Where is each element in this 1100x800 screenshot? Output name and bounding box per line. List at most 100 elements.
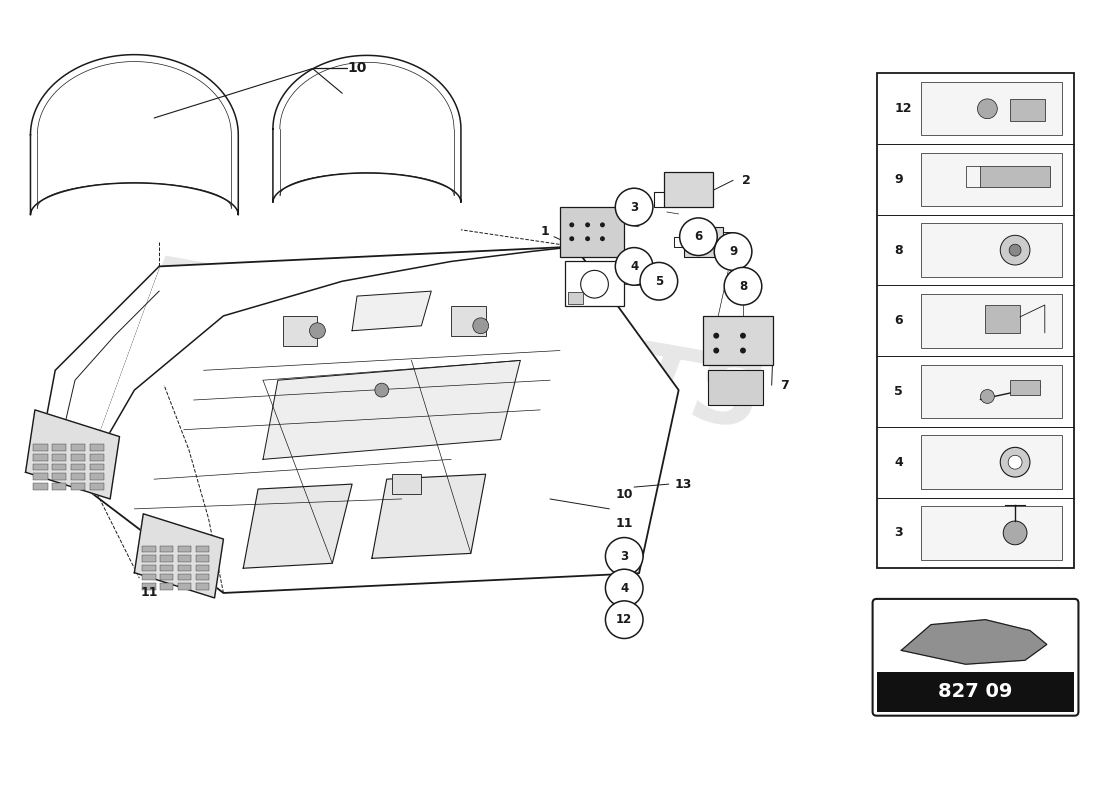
Text: 6: 6 [894, 314, 903, 327]
FancyBboxPatch shape [663, 172, 713, 207]
FancyBboxPatch shape [1010, 99, 1045, 121]
FancyBboxPatch shape [877, 672, 1075, 712]
Polygon shape [31, 54, 239, 215]
FancyBboxPatch shape [392, 474, 421, 494]
FancyBboxPatch shape [1010, 380, 1040, 395]
Text: 12: 12 [616, 613, 632, 626]
FancyBboxPatch shape [451, 306, 486, 336]
Polygon shape [901, 620, 1047, 664]
FancyBboxPatch shape [178, 555, 191, 562]
Text: 5: 5 [894, 385, 903, 398]
FancyBboxPatch shape [178, 583, 191, 590]
Text: 5: 5 [654, 274, 663, 288]
FancyBboxPatch shape [52, 444, 66, 451]
FancyBboxPatch shape [90, 444, 103, 451]
Text: 7: 7 [780, 378, 789, 392]
FancyBboxPatch shape [178, 565, 191, 571]
FancyBboxPatch shape [142, 574, 156, 580]
Text: 11: 11 [141, 586, 158, 599]
FancyBboxPatch shape [703, 316, 772, 366]
FancyBboxPatch shape [872, 599, 1078, 716]
FancyBboxPatch shape [161, 546, 174, 553]
Text: 4: 4 [620, 582, 628, 594]
FancyBboxPatch shape [142, 583, 156, 590]
FancyBboxPatch shape [921, 506, 1062, 560]
FancyBboxPatch shape [72, 444, 85, 451]
Text: 6: 6 [694, 230, 703, 243]
FancyBboxPatch shape [52, 483, 66, 490]
FancyBboxPatch shape [980, 166, 1049, 187]
Polygon shape [263, 361, 520, 459]
Polygon shape [134, 514, 223, 598]
Circle shape [740, 333, 746, 338]
Circle shape [473, 318, 488, 334]
FancyBboxPatch shape [72, 454, 85, 461]
Circle shape [605, 570, 643, 607]
Circle shape [570, 222, 574, 227]
Text: 2: 2 [741, 174, 750, 187]
FancyBboxPatch shape [33, 483, 47, 490]
FancyBboxPatch shape [90, 474, 103, 480]
FancyBboxPatch shape [52, 474, 66, 480]
FancyBboxPatch shape [683, 227, 723, 257]
Circle shape [570, 236, 574, 241]
FancyBboxPatch shape [161, 583, 174, 590]
Circle shape [1003, 521, 1027, 545]
Circle shape [713, 347, 719, 354]
Circle shape [605, 601, 643, 638]
FancyBboxPatch shape [560, 207, 624, 257]
FancyBboxPatch shape [564, 262, 624, 306]
FancyBboxPatch shape [72, 464, 85, 470]
Circle shape [600, 222, 605, 227]
Circle shape [978, 99, 998, 118]
Text: 10: 10 [616, 487, 632, 501]
Circle shape [605, 538, 643, 575]
Circle shape [375, 383, 388, 397]
FancyBboxPatch shape [33, 464, 47, 470]
Text: EUROPARTS: EUROPARTS [133, 250, 769, 450]
Polygon shape [25, 410, 120, 499]
FancyBboxPatch shape [90, 464, 103, 470]
FancyBboxPatch shape [33, 444, 47, 451]
FancyBboxPatch shape [921, 365, 1062, 418]
Text: 1: 1 [541, 226, 549, 238]
Circle shape [585, 236, 590, 241]
Circle shape [600, 236, 605, 241]
FancyBboxPatch shape [921, 294, 1062, 347]
Polygon shape [372, 474, 486, 558]
FancyBboxPatch shape [72, 474, 85, 480]
FancyBboxPatch shape [72, 483, 85, 490]
FancyBboxPatch shape [52, 454, 66, 461]
FancyBboxPatch shape [178, 574, 191, 580]
FancyBboxPatch shape [142, 555, 156, 562]
Text: 10: 10 [348, 62, 366, 75]
Polygon shape [80, 246, 679, 593]
Text: 3: 3 [620, 550, 628, 563]
FancyBboxPatch shape [986, 305, 1020, 333]
FancyBboxPatch shape [161, 574, 174, 580]
Circle shape [1000, 447, 1030, 477]
Circle shape [713, 333, 719, 338]
FancyBboxPatch shape [52, 464, 66, 470]
Circle shape [980, 390, 994, 403]
FancyBboxPatch shape [196, 574, 209, 580]
Circle shape [309, 323, 326, 338]
FancyBboxPatch shape [283, 316, 318, 346]
FancyBboxPatch shape [178, 546, 191, 553]
FancyBboxPatch shape [196, 546, 209, 553]
Text: a passion for parts since 1985: a passion for parts since 1985 [233, 445, 570, 494]
Text: 4: 4 [894, 456, 903, 469]
Text: 13: 13 [675, 478, 692, 490]
Polygon shape [41, 266, 159, 484]
FancyBboxPatch shape [196, 583, 209, 590]
FancyBboxPatch shape [90, 454, 103, 461]
FancyBboxPatch shape [921, 223, 1062, 277]
Text: 9: 9 [894, 173, 903, 186]
Text: 3: 3 [894, 526, 903, 539]
FancyBboxPatch shape [568, 292, 583, 304]
FancyBboxPatch shape [142, 546, 156, 553]
Text: 4: 4 [630, 260, 638, 273]
FancyBboxPatch shape [708, 370, 762, 405]
FancyBboxPatch shape [921, 153, 1062, 206]
Text: 8: 8 [894, 244, 903, 257]
